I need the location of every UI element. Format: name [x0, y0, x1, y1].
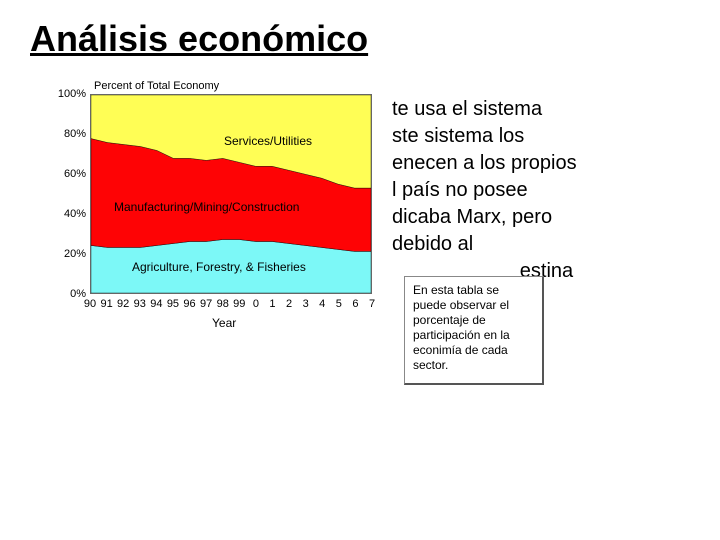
- series-label: Manufacturing/Mining/Construction: [114, 200, 299, 214]
- x-tick: 94: [150, 298, 162, 310]
- y-tick: 100%: [52, 88, 86, 100]
- x-tick: 93: [134, 298, 146, 310]
- economy-chart: Percent of Total Economy Year Agricultur…: [32, 80, 380, 334]
- x-tick: 96: [183, 298, 195, 310]
- x-tick: 90: [84, 298, 96, 310]
- x-tick: 6: [352, 298, 358, 310]
- x-tick: 5: [336, 298, 342, 310]
- x-tick: 3: [303, 298, 309, 310]
- series-label: Services/Utilities: [224, 134, 312, 148]
- chart-title: Percent of Total Economy: [94, 80, 219, 92]
- x-tick: 97: [200, 298, 212, 310]
- x-tick: 91: [100, 298, 112, 310]
- page-title: Análisis económico: [30, 18, 368, 60]
- body-text: te usa el sistema ste sistema los enecen…: [392, 96, 712, 285]
- y-tick: 20%: [52, 248, 86, 260]
- x-tick: 1: [269, 298, 275, 310]
- x-axis-label: Year: [212, 316, 236, 330]
- x-tick: 92: [117, 298, 129, 310]
- y-tick: 80%: [52, 128, 86, 140]
- x-tick: 98: [217, 298, 229, 310]
- caption-note: En esta tabla se puede observar el porce…: [404, 276, 544, 385]
- x-tick: 0: [253, 298, 259, 310]
- y-tick: 40%: [52, 208, 86, 220]
- x-tick: 4: [319, 298, 325, 310]
- series-label: Agriculture, Forestry, & Fisheries: [132, 260, 306, 274]
- x-tick: 99: [233, 298, 245, 310]
- y-tick: 0%: [52, 288, 86, 300]
- x-tick: 7: [369, 298, 375, 310]
- x-tick: 95: [167, 298, 179, 310]
- y-tick: 60%: [52, 168, 86, 180]
- x-tick: 2: [286, 298, 292, 310]
